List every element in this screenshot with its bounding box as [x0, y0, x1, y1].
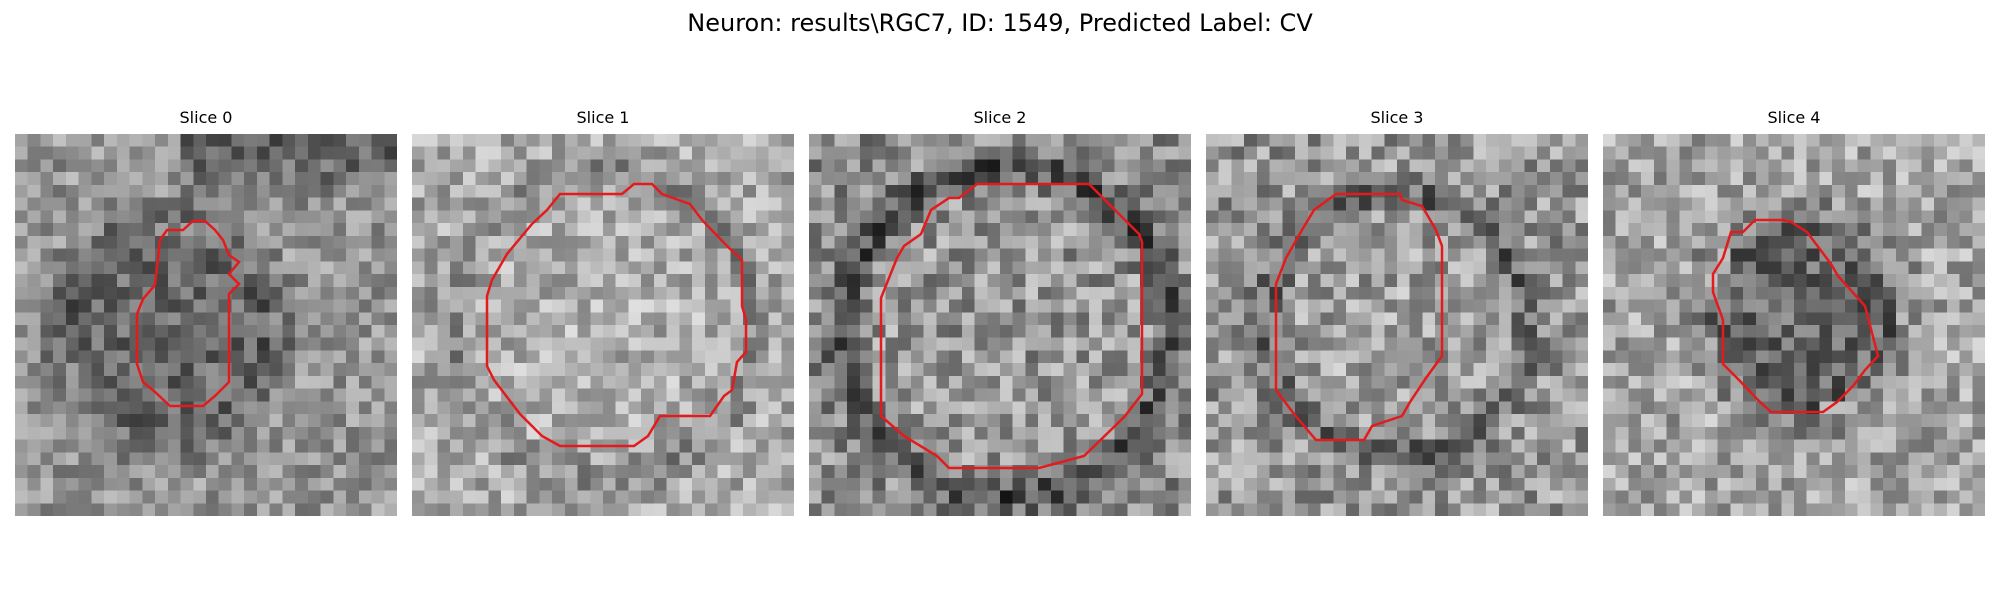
slice-image [1603, 134, 1985, 516]
roi-contour-overlay [135, 219, 241, 408]
slice-image [809, 134, 1191, 516]
roi-contour [485, 182, 748, 448]
slice-title: Slice 4 [1767, 108, 1821, 127]
roi-contour [135, 219, 241, 408]
slice-pixels [1206, 134, 1588, 516]
slice-panel-1: Slice 1 [412, 108, 794, 516]
slice-title: Slice 2 [973, 108, 1027, 127]
roi-contour-overlay [485, 182, 748, 448]
slice-title: Slice 0 [179, 108, 233, 127]
slice-pixels [15, 134, 397, 516]
roi-contour-overlay [1274, 192, 1444, 442]
slice-pixels [1603, 134, 1985, 516]
slice-image [15, 134, 397, 516]
slice-image [412, 134, 794, 516]
slice-pixels [412, 134, 794, 516]
roi-contour-overlay [1711, 218, 1880, 414]
roi-contour [1274, 192, 1444, 442]
roi-contour-overlay [879, 182, 1144, 470]
slice-panel-2: Slice 2 [809, 108, 1191, 516]
slice-title: Slice 3 [1370, 108, 1424, 127]
figure-title: Neuron: results\RGC7, ID: 1549, Predicte… [687, 9, 1313, 37]
slice-title: Slice 1 [576, 108, 630, 127]
roi-contour [879, 182, 1144, 470]
slice-panel-0: Slice 0 [15, 108, 397, 516]
roi-contour [1711, 218, 1880, 414]
slice-panel-4: Slice 4 [1603, 108, 1985, 516]
slice-image [1206, 134, 1588, 516]
slice-panel-3: Slice 3 [1206, 108, 1588, 516]
slice-pixels [809, 134, 1191, 516]
